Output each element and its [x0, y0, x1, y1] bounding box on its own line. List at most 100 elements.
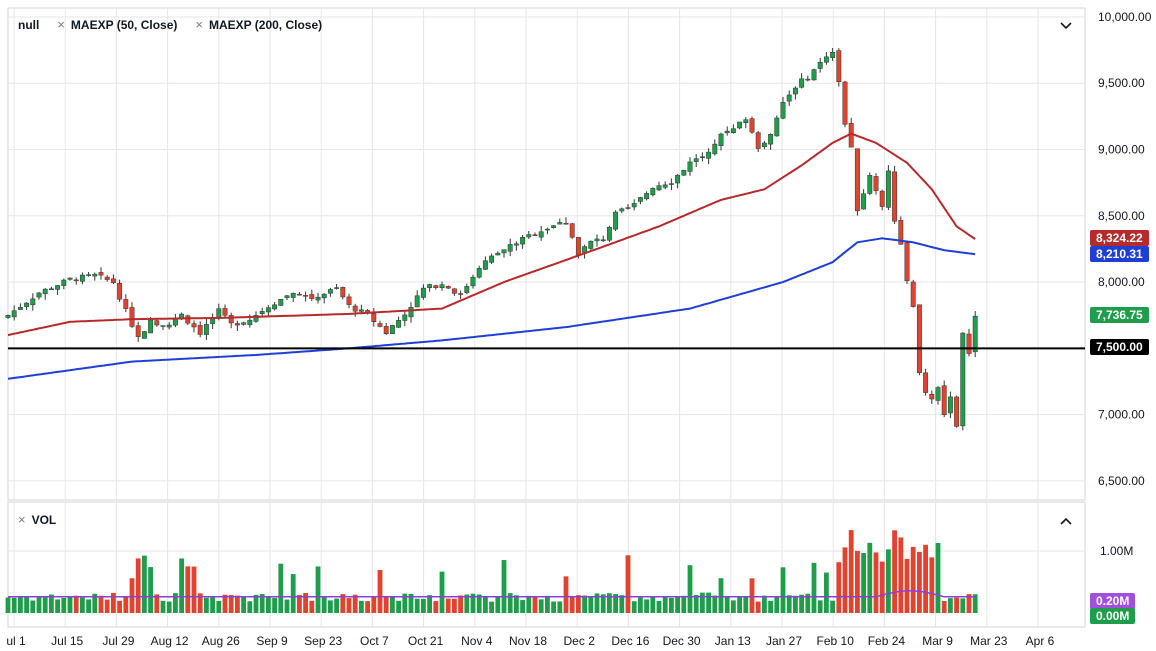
volume-bar — [365, 601, 370, 613]
volume-bar — [644, 599, 649, 613]
candle-up — [427, 284, 433, 288]
candle-up — [650, 188, 656, 196]
candle-up — [662, 184, 668, 188]
volume-bar — [452, 598, 457, 613]
candle-up — [179, 313, 185, 319]
volume-bar — [681, 595, 687, 613]
candle-down — [73, 279, 79, 282]
volume-bar — [445, 598, 451, 613]
candle-up — [730, 128, 736, 133]
candle-up — [67, 277, 73, 280]
candle-up — [513, 243, 519, 246]
volume-bar — [123, 597, 129, 613]
y-tick-label: 7,000.00 — [1098, 408, 1145, 422]
remove-ma200-icon[interactable]: × — [195, 17, 203, 32]
candle-down — [904, 242, 910, 282]
candle-up — [358, 309, 364, 312]
volume-bar — [253, 594, 259, 613]
volume-bar — [309, 600, 315, 613]
candle-down — [451, 288, 457, 294]
volume-bar — [154, 594, 160, 613]
candle-down — [98, 272, 104, 276]
volume-bar — [179, 558, 184, 613]
volume-bar — [129, 578, 135, 613]
candle-up — [439, 284, 445, 288]
candle-up — [86, 274, 92, 276]
volume-bar — [706, 592, 711, 613]
volume-bar — [960, 598, 966, 613]
ma50-line — [7, 132, 976, 337]
volume-bar — [402, 593, 408, 613]
candle-up — [79, 274, 85, 282]
volume-bar — [551, 601, 556, 613]
candle-down — [352, 305, 358, 312]
last-price-badge: 7,736.75 — [1090, 307, 1149, 323]
volume-bar — [489, 601, 494, 613]
volume-bar — [700, 592, 705, 613]
volume-bar — [210, 596, 215, 613]
candle-up — [699, 156, 705, 158]
candle-up — [396, 320, 402, 328]
candle-up — [631, 203, 637, 208]
candle-up — [247, 319, 253, 325]
candle-up — [718, 133, 724, 146]
candle-up — [470, 276, 476, 287]
candle-up — [594, 238, 600, 242]
candle-down — [625, 207, 631, 209]
volume-bar — [675, 596, 680, 613]
volume-bar — [662, 596, 668, 613]
remove-ma50-icon[interactable]: × — [57, 17, 65, 32]
volume-bar — [514, 595, 519, 613]
volume-bar — [259, 594, 265, 613]
y-tick-label: 8,000.00 — [1098, 275, 1145, 289]
volume-bar — [166, 601, 172, 613]
candle-down — [433, 285, 439, 288]
volume-bar — [520, 600, 525, 613]
chevron-down-icon[interactable] — [1057, 17, 1075, 35]
volume-bar — [656, 600, 662, 613]
candle-up — [42, 288, 48, 295]
candle-up — [712, 143, 718, 155]
candle-up — [681, 170, 687, 176]
volume-bar — [408, 593, 414, 613]
volume-bar — [532, 596, 538, 613]
volume-label: VOL — [31, 512, 57, 527]
candle-up — [24, 302, 30, 307]
volume-bar — [173, 593, 178, 613]
volume-bar — [774, 596, 780, 613]
candle-up — [947, 396, 953, 414]
volume-bar — [383, 596, 389, 613]
candle-down — [755, 132, 761, 149]
candle-up — [17, 307, 23, 310]
candle-up — [507, 244, 513, 252]
candle-down — [966, 333, 972, 354]
volume-bar — [755, 601, 761, 613]
volume-bar — [73, 595, 79, 613]
volume-bar — [842, 547, 848, 613]
volume-bar — [204, 597, 209, 613]
candle-up — [675, 174, 681, 184]
volume-bar — [731, 600, 736, 613]
candle-up — [557, 222, 563, 225]
volume-bar — [18, 597, 23, 613]
candle-up — [600, 239, 606, 241]
candle-down — [340, 287, 346, 298]
volume-bar — [762, 595, 767, 613]
candle-up — [538, 231, 544, 238]
candle-down — [371, 313, 377, 322]
candle-up — [259, 311, 265, 314]
remove-volume-icon[interactable]: × — [18, 512, 26, 527]
candle-down — [296, 293, 302, 296]
chevron-up-icon[interactable] — [1057, 512, 1075, 530]
candle-up — [160, 325, 166, 327]
volume-bar — [718, 578, 724, 613]
volume-bar — [464, 594, 470, 613]
candle-up — [253, 315, 259, 322]
candle-down — [377, 323, 383, 327]
volume-bar — [743, 596, 749, 613]
candle-down — [836, 50, 842, 82]
volume-bar — [563, 576, 569, 613]
candle-up — [693, 158, 699, 162]
volume-bar — [507, 593, 513, 613]
